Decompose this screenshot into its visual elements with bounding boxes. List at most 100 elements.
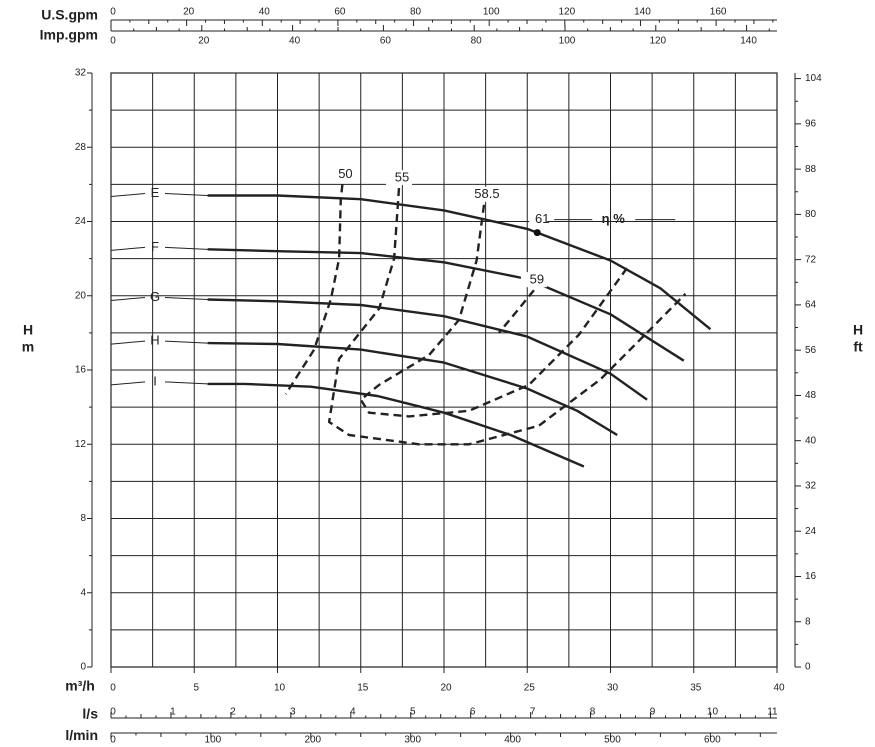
curve-leader bbox=[110, 381, 146, 386]
extra-axis-tick-label: 80 bbox=[410, 7, 422, 18]
y-tick-label: 4 bbox=[80, 587, 86, 598]
x-axis-label: m³/h bbox=[65, 678, 95, 694]
extra-axis-tick-label: 120 bbox=[558, 7, 575, 18]
efficiency-label: 59 bbox=[530, 272, 544, 287]
x-tick-label: 25 bbox=[524, 683, 536, 694]
extra-axis-tick-label: 8 bbox=[590, 707, 596, 718]
extra-axis-tick-label: 20 bbox=[183, 7, 195, 18]
y-tick-label: 8 bbox=[80, 513, 86, 524]
y-tick-label: 0 bbox=[80, 662, 86, 673]
curve-leader bbox=[164, 193, 208, 197]
y-tick-label: 20 bbox=[75, 290, 87, 301]
extra-axis-tick-label: 0 bbox=[110, 735, 116, 746]
x-tick-label: 30 bbox=[607, 683, 619, 694]
extra-axis-tick-label: 100 bbox=[483, 7, 500, 18]
extra-axis-tick-label: 2 bbox=[230, 707, 236, 718]
y2-tick-label: 104 bbox=[805, 73, 822, 84]
y2-tick-label: 72 bbox=[805, 254, 817, 265]
extra-axis-tick-label: 60 bbox=[380, 36, 392, 47]
y2-tick-label: 40 bbox=[805, 435, 817, 446]
label-bg bbox=[529, 211, 548, 227]
extra-axis-tick-label: 600 bbox=[704, 735, 721, 746]
y-tick-label: 24 bbox=[75, 216, 87, 227]
y2-tick-label: 0 bbox=[805, 662, 811, 673]
extra-axis-tick-label: 100 bbox=[559, 36, 576, 47]
curve-leader bbox=[110, 340, 146, 345]
curve-leader bbox=[164, 246, 208, 250]
y2-tick-label: 88 bbox=[805, 164, 817, 175]
extra-axis-tick-label: 10 bbox=[707, 707, 719, 718]
label-bg bbox=[386, 170, 413, 186]
y-tick-label: 32 bbox=[75, 68, 87, 79]
extra-axis-tick-label: 0 bbox=[110, 7, 116, 18]
efficiency-curve bbox=[284, 184, 344, 395]
y2-tick-label: 80 bbox=[805, 209, 817, 220]
extra-axis-label: Imp.gpm bbox=[40, 27, 98, 43]
extra-axis-tick-label: 0 bbox=[110, 707, 116, 718]
extra-axis-tick-label: 40 bbox=[259, 7, 271, 18]
x-tick-label: 15 bbox=[357, 683, 369, 694]
y2-tick-label: 96 bbox=[805, 119, 817, 130]
efficiency-curve bbox=[327, 188, 687, 446]
y2-tick-label: 8 bbox=[805, 616, 811, 627]
efficiency-curve bbox=[497, 289, 535, 334]
efficiency-label: 61 bbox=[535, 211, 549, 226]
extra-axis-tick-label: 60 bbox=[334, 7, 346, 18]
curve-leader bbox=[110, 246, 146, 251]
extra-axis-tick-label: 160 bbox=[710, 7, 727, 18]
extra-axis-label: U.S.gpm bbox=[41, 7, 98, 23]
extra-axis-tick-label: 300 bbox=[404, 735, 421, 746]
curve-label: E bbox=[151, 185, 160, 200]
x-tick-label: 0 bbox=[110, 683, 116, 694]
head-curve bbox=[207, 382, 585, 468]
curve-label: G bbox=[150, 289, 160, 304]
head-curve bbox=[207, 248, 685, 362]
y2-tick-label: 24 bbox=[805, 526, 817, 537]
x-tick-label: 20 bbox=[440, 683, 452, 694]
extra-axis-tick-label: 6 bbox=[470, 707, 476, 718]
y-tick-label: 16 bbox=[75, 365, 87, 376]
y2-tick-label: 64 bbox=[805, 300, 817, 311]
curve-leader bbox=[164, 381, 208, 385]
efficiency-label: 55 bbox=[395, 170, 409, 185]
extra-axis-tick-label: 80 bbox=[471, 36, 483, 47]
curve-label: F bbox=[151, 239, 159, 254]
label-bg bbox=[520, 272, 547, 288]
extra-axis-tick-label: 100 bbox=[205, 735, 222, 746]
x-tick-label: 5 bbox=[193, 683, 199, 694]
extra-axis-tick-label: 5 bbox=[410, 707, 416, 718]
x-tick-label: 10 bbox=[274, 683, 286, 694]
extra-axis-tick-label: 9 bbox=[650, 707, 656, 718]
y2-tick-label: 56 bbox=[805, 345, 817, 356]
curve-leader bbox=[110, 296, 146, 301]
efficiency-curve bbox=[359, 204, 629, 418]
y2-axis-label: H bbox=[853, 322, 863, 338]
extra-axis-label: l/s bbox=[82, 706, 98, 722]
head-curve bbox=[207, 194, 712, 331]
label-bg bbox=[329, 166, 356, 182]
head-curve bbox=[207, 298, 648, 401]
y2-tick-label: 16 bbox=[805, 571, 817, 582]
y2-tick-label: 32 bbox=[805, 481, 817, 492]
label-bg bbox=[470, 186, 497, 202]
extra-axis-tick-label: 0 bbox=[110, 36, 116, 47]
y2-tick-label: 48 bbox=[805, 390, 817, 401]
y-tick-label: 28 bbox=[75, 142, 87, 153]
y2-axis-unit: ft bbox=[853, 339, 863, 355]
curve-label: H bbox=[150, 333, 159, 348]
extra-axis-tick-label: 140 bbox=[740, 36, 757, 47]
efficiency-label: 50 bbox=[338, 166, 352, 181]
extra-axis-tick-label: 40 bbox=[289, 36, 301, 47]
efficiency-point bbox=[533, 229, 541, 237]
curve-leader bbox=[164, 296, 208, 300]
efficiency-title: η % bbox=[602, 211, 626, 226]
y-tick-label: 12 bbox=[75, 439, 87, 450]
curve-label: I bbox=[153, 373, 157, 388]
curve-leader bbox=[164, 340, 208, 344]
curve-leader bbox=[110, 193, 146, 198]
y-axis-label: H bbox=[23, 322, 33, 338]
extra-axis-tick-label: 500 bbox=[604, 735, 621, 746]
x-tick-label: 40 bbox=[773, 683, 785, 694]
extra-axis-tick-label: 20 bbox=[198, 36, 210, 47]
